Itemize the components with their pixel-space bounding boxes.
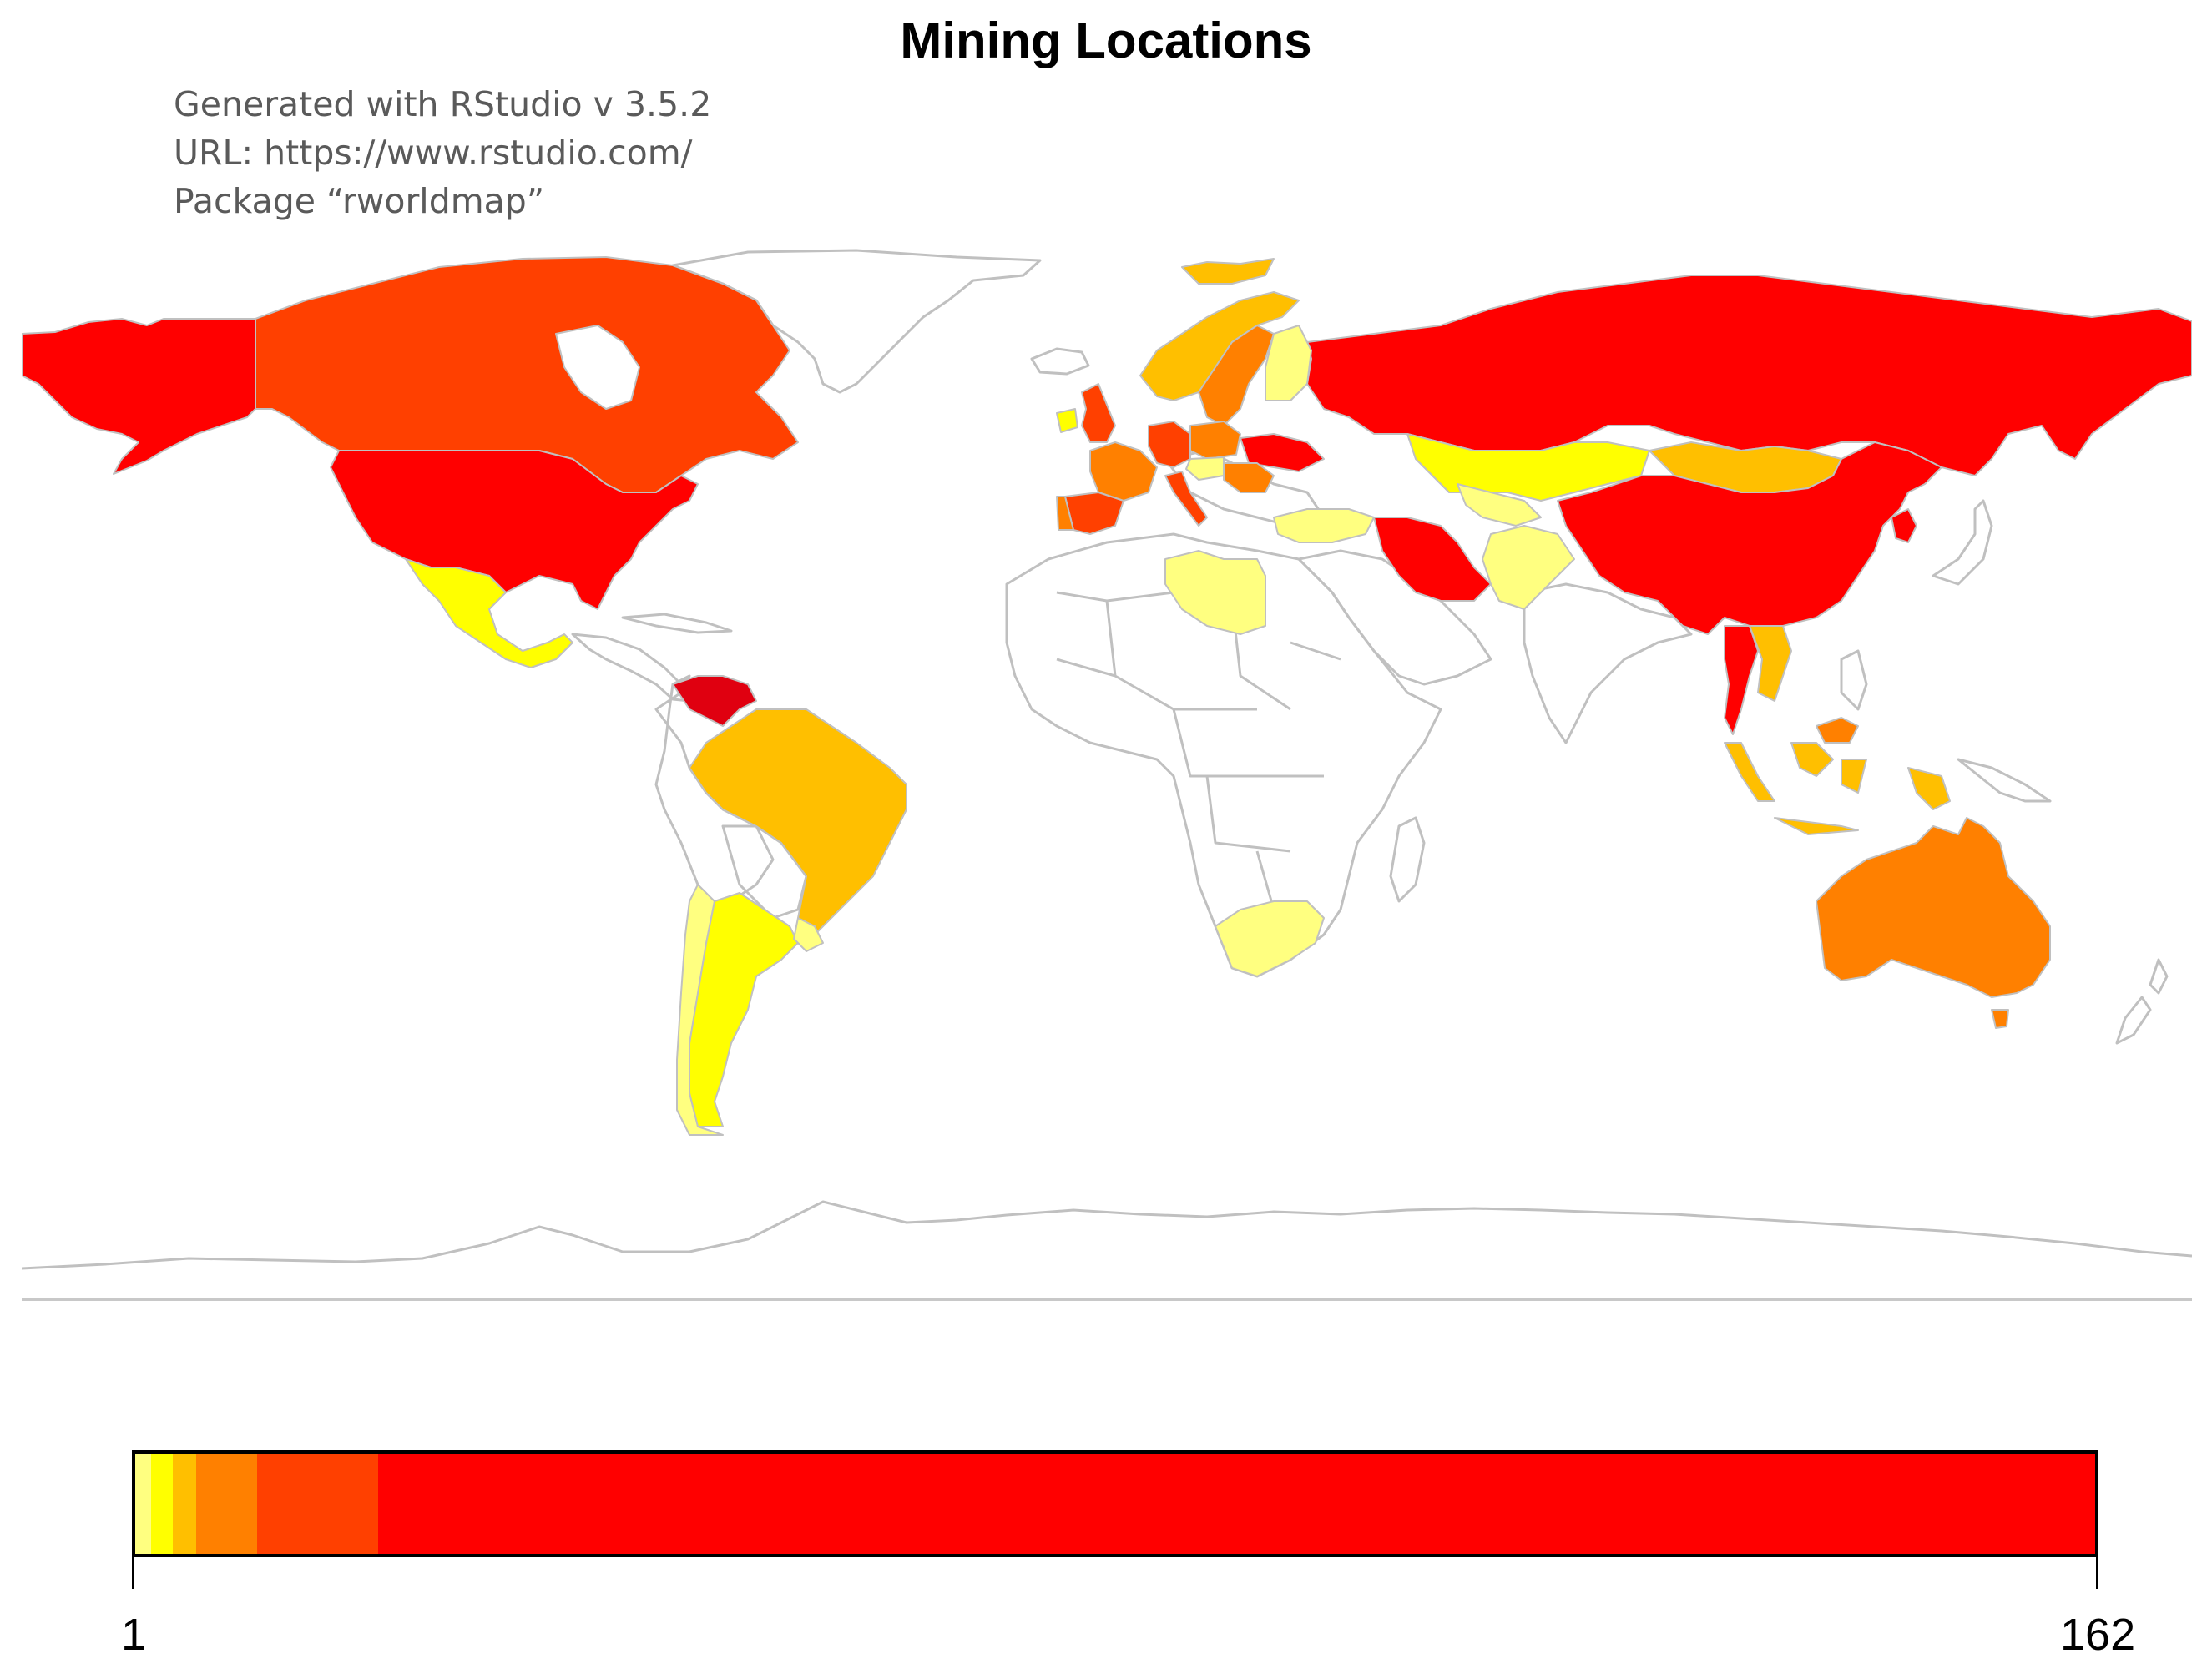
country-iceland <box>1030 347 1090 376</box>
country-malaysia <box>1816 717 1859 744</box>
country-united-states <box>330 450 699 610</box>
legend-min-label: 1 <box>121 1610 147 1660</box>
country-pakistan <box>1482 525 1575 610</box>
country-japan <box>1932 499 1993 586</box>
world-map-svg <box>22 249 2192 1270</box>
country-spain <box>1064 492 1124 535</box>
country-chile <box>676 884 724 1136</box>
country-iran <box>1373 517 1492 602</box>
legend-segment <box>378 1454 2095 1554</box>
credits-software: Generated with RStudio v 3.5.2 <box>174 84 712 124</box>
credits-package: Package “rworldmap” <box>174 181 545 221</box>
country-tasmania <box>1991 1009 2009 1029</box>
country-turkey <box>1273 508 1375 543</box>
country-indonesia <box>1724 742 1951 835</box>
country-uruguay <box>793 917 824 952</box>
legend-tick-min <box>132 1557 134 1589</box>
country-italy <box>1164 471 1208 527</box>
color-legend-bar <box>132 1450 2098 1557</box>
country-brazil <box>689 708 907 944</box>
region-india <box>1523 582 1693 744</box>
country-new-zealand <box>2115 958 2169 1045</box>
country-venezuela <box>672 675 757 727</box>
map-bottom-rule <box>22 1298 2192 1301</box>
country-ireland <box>1056 408 1078 433</box>
country-madagascar <box>1389 816 1426 903</box>
country-finland <box>1265 325 1312 401</box>
choropleth-countries <box>22 256 2192 1136</box>
country-france <box>1089 441 1158 502</box>
country-austria-hungary <box>1185 456 1225 481</box>
map-title: Mining Locations <box>900 13 1312 68</box>
country-portugal <box>1056 496 1074 531</box>
country-thailand <box>1724 625 1759 735</box>
region-middle-east <box>1297 549 1492 686</box>
country-svalbard <box>1181 258 1275 285</box>
country-germany <box>1148 421 1191 468</box>
world-map <box>22 242 2192 1300</box>
region-central-america <box>571 633 691 703</box>
country-mexico <box>405 558 573 668</box>
country-philippines <box>1840 649 1868 711</box>
credits-block: Generated with RStudio v 3.5.2 URL: http… <box>174 80 711 225</box>
country-uzbekistan <box>1457 483 1542 527</box>
country-poland <box>1189 421 1241 460</box>
country-alaska <box>22 318 256 475</box>
legend-tick-max <box>2096 1557 2098 1589</box>
country-libya <box>1164 550 1266 635</box>
country-canada <box>255 256 799 493</box>
legend-segment <box>256 1454 379 1554</box>
legend-max-label: 162 <box>2060 1610 2136 1660</box>
country-romania <box>1223 462 1275 493</box>
region-africa <box>1005 532 1442 978</box>
region-antarctica <box>22 1200 2192 1270</box>
legend-segment <box>150 1454 173 1554</box>
country-kazakhstan <box>1406 433 1650 502</box>
legend-segment <box>172 1454 196 1554</box>
legend-segment <box>135 1454 151 1554</box>
hudson-bay <box>555 325 640 410</box>
country-united-kingdom <box>1081 383 1116 443</box>
country-south-korea <box>1891 508 1917 543</box>
internal-borders-africa <box>1056 591 1341 910</box>
country-papua-new-guinea <box>1957 758 2052 803</box>
legend-segment <box>195 1454 257 1554</box>
country-vietnam <box>1749 625 1792 702</box>
country-norway <box>1139 291 1300 401</box>
country-cuba <box>621 613 733 634</box>
country-south-africa <box>1215 900 1325 977</box>
country-greenland <box>671 249 1042 394</box>
credits-url: URL: https://www.rstudio.com/ <box>174 133 693 173</box>
country-australia <box>1816 817 2051 998</box>
